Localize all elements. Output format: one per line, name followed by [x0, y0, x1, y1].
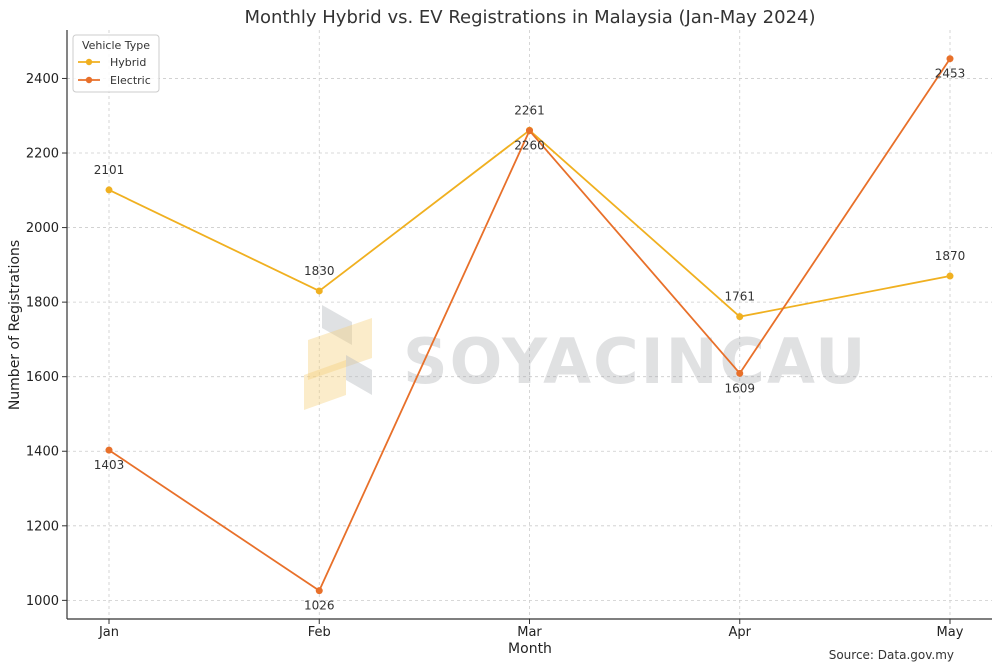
y-axis-label: Number of Registrations [7, 240, 23, 410]
watermark-text: SOYACINCAU [403, 325, 867, 398]
data-label-hybrid: 2101 [94, 163, 125, 177]
data-label-electric: 1403 [94, 458, 125, 472]
data-point-electric [946, 55, 954, 63]
data-label-electric: 2260 [514, 139, 545, 153]
legend-marker-electric [85, 76, 93, 84]
data-point-electric [315, 587, 323, 595]
y-tick-label: 2400 [26, 72, 59, 87]
x-tick-label: Jan [98, 625, 119, 640]
y-tick-label: 2200 [26, 147, 59, 162]
source-note: Source: Data.gov.my [829, 648, 954, 662]
data-label-hybrid: 1761 [724, 290, 755, 304]
axes-layer: 1000 1200 1400 1600 1800 2000 2200 2400 Jan Feb Ma… [26, 30, 992, 640]
data-label-hybrid: 2261 [514, 103, 545, 117]
legend: Vehicle Type Hybrid Electric [72, 34, 160, 93]
legend-items: Hybrid Electric [78, 56, 151, 87]
y-tick-label: 1000 [26, 594, 59, 609]
data-point-hybrid [946, 272, 954, 280]
data-point-electric [736, 369, 744, 377]
watermark-logo-shape-bottom [304, 360, 346, 410]
series-layer [105, 55, 954, 595]
watermark-logo [304, 305, 372, 410]
legend-label-hybrid: Hybrid [110, 56, 146, 69]
data-label-electric: 1609 [724, 381, 755, 395]
data-label-layer: 2101 1830 2261 1761 1870 1403 1026 2260 1609 2453 [94, 67, 966, 613]
y-tick-label: 2000 [26, 221, 59, 236]
legend-title: Vehicle Type [82, 39, 150, 52]
data-label-electric: 1026 [304, 599, 335, 613]
legend-label-electric: Electric [110, 74, 151, 87]
watermark-logo-shape-middle [308, 318, 372, 380]
chart-title: Monthly Hybrid vs. EV Registrations in M… [244, 7, 815, 28]
watermark-logo-shape-top [322, 305, 352, 345]
y-tick-label: 1400 [26, 445, 59, 460]
watermark-logo-shape-right [346, 355, 372, 395]
data-point-hybrid [315, 287, 323, 295]
grid-layer [67, 30, 992, 619]
legend-marker-hybrid [85, 58, 93, 66]
data-label-hybrid: 1830 [304, 264, 335, 278]
y-tick-label: 1800 [26, 296, 59, 311]
data-point-hybrid [105, 186, 113, 194]
data-label-hybrid: 1870 [935, 249, 966, 263]
x-tick-label: Mar [517, 625, 542, 640]
y-tick-label: 1200 [26, 519, 59, 534]
x-tick-label: Feb [308, 625, 331, 640]
legend-box [72, 34, 160, 93]
y-tick-label: 1600 [26, 370, 59, 385]
x-tick-label: May [937, 625, 964, 640]
data-point-electric [526, 127, 533, 135]
x-axis-label: Month [508, 641, 552, 657]
data-point-hybrid [736, 313, 744, 321]
data-label-electric: 2453 [935, 67, 966, 81]
data-point-electric [105, 446, 113, 454]
x-tick-label: Apr [729, 625, 752, 640]
